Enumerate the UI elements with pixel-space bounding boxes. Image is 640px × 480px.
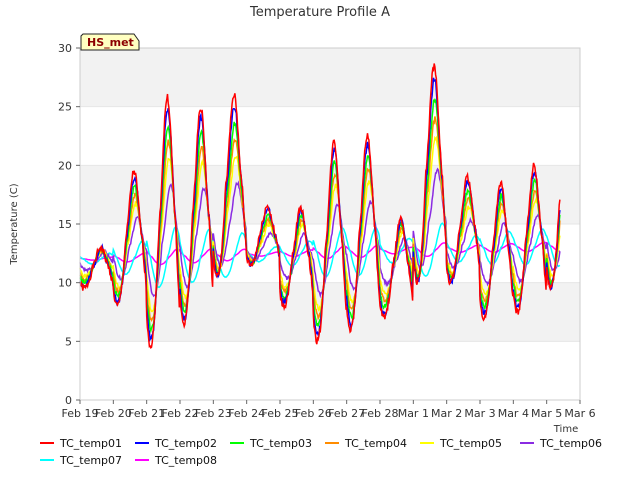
legend-label-TC_temp03: TC_temp03 (249, 437, 312, 450)
x-tick-label: Feb 20 (95, 407, 132, 420)
y-tick-label: 25 (58, 101, 72, 114)
x-axis-label: Time (553, 424, 578, 435)
legend-label-TC_temp04: TC_temp04 (344, 437, 407, 450)
x-tick-label: Feb 24 (228, 407, 265, 420)
grid-band (80, 48, 580, 107)
site-badge: HS_met (80, 33, 140, 51)
site-badge-label: HS_met (87, 36, 134, 49)
grid-band (80, 282, 580, 342)
y-tick-label: 15 (58, 218, 72, 231)
series-line-TC_temp01 (79, 63, 561, 350)
y-tick-label: 20 (58, 159, 72, 172)
x-tick-label: Mar 6 (564, 407, 595, 420)
y-tick-label: 30 (58, 42, 72, 55)
y-tick-label: 10 (58, 277, 72, 290)
x-tick-label: Feb 21 (128, 407, 165, 420)
legend-label-TC_temp06: TC_temp06 (539, 437, 602, 450)
x-tick-label: Mar 2 (431, 407, 462, 420)
x-tick-label: Feb 27 (328, 407, 365, 420)
y-axis-label: Temperature (C) (9, 183, 20, 265)
x-tick-label: Feb 22 (162, 407, 199, 420)
x-tick-label: Feb 26 (295, 407, 332, 420)
series-lines (79, 63, 561, 350)
x-tick-label: Feb 23 (195, 407, 232, 420)
x-tick-label: Feb 19 (62, 407, 99, 420)
x-tick-label: Feb 25 (262, 407, 299, 420)
x-tick-label: Mar 3 (464, 407, 495, 420)
legend-label-TC_temp08: TC_temp08 (154, 454, 217, 467)
y-tick-label: 0 (65, 394, 72, 407)
grid-band (80, 341, 580, 400)
legend-label-TC_temp05: TC_temp05 (439, 437, 502, 450)
y-tick-label: 5 (65, 335, 72, 348)
legend-label-TC_temp07: TC_temp07 (59, 454, 122, 467)
grid-band (80, 106, 580, 166)
x-tick-label: Feb 28 (362, 407, 399, 420)
x-tick-label: Mar 5 (531, 407, 562, 420)
legend-label-TC_temp02: TC_temp02 (154, 437, 217, 450)
x-tick-label: Mar 1 (398, 407, 429, 420)
legend: TC_temp01 TC_temp02 TC_temp03 TC_temp04 TC_t… (40, 437, 602, 467)
series-line-TC_temp07 (79, 222, 561, 289)
x-tick-label: Mar 4 (498, 407, 529, 420)
chart-title: Temperature Profile A (249, 5, 390, 20)
legend-label-TC_temp01: TC_temp01 (59, 437, 122, 450)
y-axis: 0 5 10 15 20 25 30 (58, 42, 80, 407)
